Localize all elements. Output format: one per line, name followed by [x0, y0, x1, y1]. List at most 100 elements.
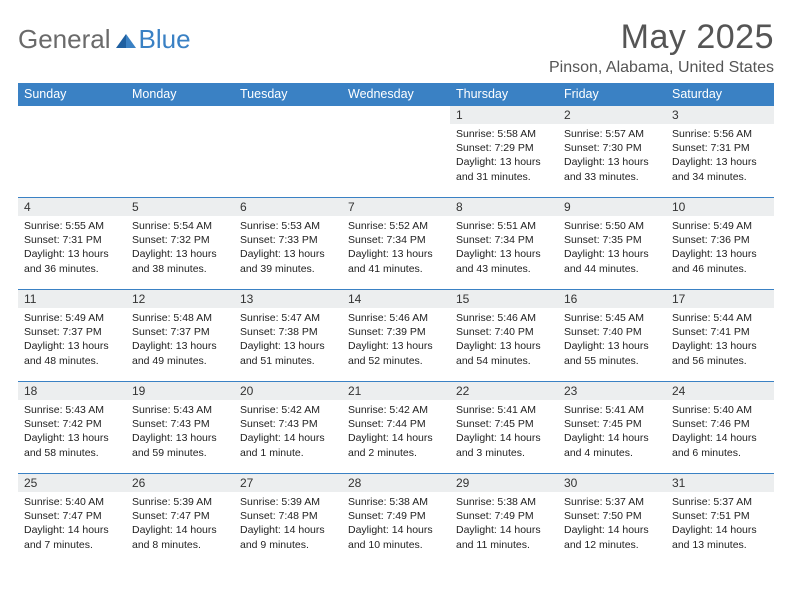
calendar-cell: 2Sunrise: 5:57 AMSunset: 7:30 PMDaylight…	[558, 106, 666, 198]
day-number: 5	[126, 198, 234, 216]
day-header: Tuesday	[234, 83, 342, 106]
daylight: Daylight: 14 hours and 7 minutes.	[24, 523, 120, 551]
day-details: Sunrise: 5:40 AMSunset: 7:46 PMDaylight:…	[666, 400, 774, 464]
day-header: Wednesday	[342, 83, 450, 106]
sunrise: Sunrise: 5:54 AM	[132, 219, 228, 233]
day-details: Sunrise: 5:47 AMSunset: 7:38 PMDaylight:…	[234, 308, 342, 372]
title-block: May 2025 Pinson, Alabama, United States	[549, 18, 774, 77]
day-details	[18, 123, 126, 130]
calendar-cell: 7Sunrise: 5:52 AMSunset: 7:34 PMDaylight…	[342, 198, 450, 290]
sunset: Sunset: 7:30 PM	[564, 141, 660, 155]
daylight: Daylight: 14 hours and 9 minutes.	[240, 523, 336, 551]
calendar-cell: 19Sunrise: 5:43 AMSunset: 7:43 PMDayligh…	[126, 382, 234, 474]
daylight: Daylight: 13 hours and 46 minutes.	[672, 247, 768, 275]
calendar-head: SundayMondayTuesdayWednesdayThursdayFrid…	[18, 83, 774, 106]
day-details: Sunrise: 5:42 AMSunset: 7:43 PMDaylight:…	[234, 400, 342, 464]
daylight: Daylight: 13 hours and 52 minutes.	[348, 339, 444, 367]
sunset: Sunset: 7:49 PM	[456, 509, 552, 523]
day-details: Sunrise: 5:50 AMSunset: 7:35 PMDaylight:…	[558, 216, 666, 280]
calendar-cell: 25Sunrise: 5:40 AMSunset: 7:47 PMDayligh…	[18, 474, 126, 566]
sunset: Sunset: 7:35 PM	[564, 233, 660, 247]
calendar-row: 11Sunrise: 5:49 AMSunset: 7:37 PMDayligh…	[18, 290, 774, 382]
calendar-cell: 11Sunrise: 5:49 AMSunset: 7:37 PMDayligh…	[18, 290, 126, 382]
logo-icon	[111, 24, 139, 55]
day-details: Sunrise: 5:44 AMSunset: 7:41 PMDaylight:…	[666, 308, 774, 372]
calendar-cell: 26Sunrise: 5:39 AMSunset: 7:47 PMDayligh…	[126, 474, 234, 566]
day-number: 6	[234, 198, 342, 216]
day-details: Sunrise: 5:46 AMSunset: 7:39 PMDaylight:…	[342, 308, 450, 372]
day-details: Sunrise: 5:57 AMSunset: 7:30 PMDaylight:…	[558, 124, 666, 188]
sunrise: Sunrise: 5:39 AM	[132, 495, 228, 509]
day-number: 2	[558, 106, 666, 124]
calendar-cell: 6Sunrise: 5:53 AMSunset: 7:33 PMDaylight…	[234, 198, 342, 290]
daylight: Daylight: 14 hours and 4 minutes.	[564, 431, 660, 459]
sunrise: Sunrise: 5:38 AM	[456, 495, 552, 509]
sunrise: Sunrise: 5:45 AM	[564, 311, 660, 325]
day-number: 28	[342, 474, 450, 492]
sunset: Sunset: 7:42 PM	[24, 417, 120, 431]
day-details: Sunrise: 5:46 AMSunset: 7:40 PMDaylight:…	[450, 308, 558, 372]
sunrise: Sunrise: 5:38 AM	[348, 495, 444, 509]
day-header: Monday	[126, 83, 234, 106]
day-details: Sunrise: 5:49 AMSunset: 7:36 PMDaylight:…	[666, 216, 774, 280]
sunset: Sunset: 7:34 PM	[456, 233, 552, 247]
day-details: Sunrise: 5:38 AMSunset: 7:49 PMDaylight:…	[342, 492, 450, 556]
day-details: Sunrise: 5:58 AMSunset: 7:29 PMDaylight:…	[450, 124, 558, 188]
daylight: Daylight: 13 hours and 31 minutes.	[456, 155, 552, 183]
calendar-row: 1Sunrise: 5:58 AMSunset: 7:29 PMDaylight…	[18, 106, 774, 198]
calendar-cell: 3Sunrise: 5:56 AMSunset: 7:31 PMDaylight…	[666, 106, 774, 198]
day-number: 26	[126, 474, 234, 492]
day-header: Friday	[558, 83, 666, 106]
day-details: Sunrise: 5:54 AMSunset: 7:32 PMDaylight:…	[126, 216, 234, 280]
daylight: Daylight: 13 hours and 33 minutes.	[564, 155, 660, 183]
sunset: Sunset: 7:50 PM	[564, 509, 660, 523]
calendar-row: 25Sunrise: 5:40 AMSunset: 7:47 PMDayligh…	[18, 474, 774, 566]
calendar-cell: 5Sunrise: 5:54 AMSunset: 7:32 PMDaylight…	[126, 198, 234, 290]
daylight: Daylight: 13 hours and 49 minutes.	[132, 339, 228, 367]
day-number: 4	[18, 198, 126, 216]
logo: General Blue	[18, 18, 191, 55]
day-details: Sunrise: 5:52 AMSunset: 7:34 PMDaylight:…	[342, 216, 450, 280]
daylight: Daylight: 14 hours and 6 minutes.	[672, 431, 768, 459]
day-details: Sunrise: 5:41 AMSunset: 7:45 PMDaylight:…	[558, 400, 666, 464]
calendar-body: 1Sunrise: 5:58 AMSunset: 7:29 PMDaylight…	[18, 106, 774, 566]
daylight: Daylight: 13 hours and 39 minutes.	[240, 247, 336, 275]
calendar-cell: 13Sunrise: 5:47 AMSunset: 7:38 PMDayligh…	[234, 290, 342, 382]
sunrise: Sunrise: 5:39 AM	[240, 495, 336, 509]
calendar-cell: 1Sunrise: 5:58 AMSunset: 7:29 PMDaylight…	[450, 106, 558, 198]
calendar-cell	[342, 106, 450, 198]
sunrise: Sunrise: 5:49 AM	[24, 311, 120, 325]
day-details: Sunrise: 5:41 AMSunset: 7:45 PMDaylight:…	[450, 400, 558, 464]
day-details: Sunrise: 5:48 AMSunset: 7:37 PMDaylight:…	[126, 308, 234, 372]
day-number: 15	[450, 290, 558, 308]
sunrise: Sunrise: 5:42 AM	[348, 403, 444, 417]
sunrise: Sunrise: 5:43 AM	[132, 403, 228, 417]
daylight: Daylight: 14 hours and 1 minute.	[240, 431, 336, 459]
daylight: Daylight: 13 hours and 58 minutes.	[24, 431, 120, 459]
day-number: 25	[18, 474, 126, 492]
sunrise: Sunrise: 5:40 AM	[672, 403, 768, 417]
day-number	[342, 106, 450, 123]
sunset: Sunset: 7:32 PM	[132, 233, 228, 247]
sunset: Sunset: 7:31 PM	[672, 141, 768, 155]
sunset: Sunset: 7:40 PM	[564, 325, 660, 339]
sunset: Sunset: 7:51 PM	[672, 509, 768, 523]
sunrise: Sunrise: 5:46 AM	[456, 311, 552, 325]
day-number: 7	[342, 198, 450, 216]
daylight: Daylight: 13 hours and 56 minutes.	[672, 339, 768, 367]
calendar-cell: 18Sunrise: 5:43 AMSunset: 7:42 PMDayligh…	[18, 382, 126, 474]
calendar-cell: 4Sunrise: 5:55 AMSunset: 7:31 PMDaylight…	[18, 198, 126, 290]
sunset: Sunset: 7:33 PM	[240, 233, 336, 247]
calendar-cell: 20Sunrise: 5:42 AMSunset: 7:43 PMDayligh…	[234, 382, 342, 474]
sunrise: Sunrise: 5:37 AM	[564, 495, 660, 509]
day-details: Sunrise: 5:53 AMSunset: 7:33 PMDaylight:…	[234, 216, 342, 280]
month-title: May 2025	[549, 18, 774, 57]
daylight: Daylight: 14 hours and 8 minutes.	[132, 523, 228, 551]
header: General Blue May 2025 Pinson, Alabama, U…	[18, 18, 774, 77]
day-number: 13	[234, 290, 342, 308]
calendar-cell: 9Sunrise: 5:50 AMSunset: 7:35 PMDaylight…	[558, 198, 666, 290]
day-number: 10	[666, 198, 774, 216]
calendar-cell: 15Sunrise: 5:46 AMSunset: 7:40 PMDayligh…	[450, 290, 558, 382]
daylight: Daylight: 13 hours and 41 minutes.	[348, 247, 444, 275]
day-number: 19	[126, 382, 234, 400]
